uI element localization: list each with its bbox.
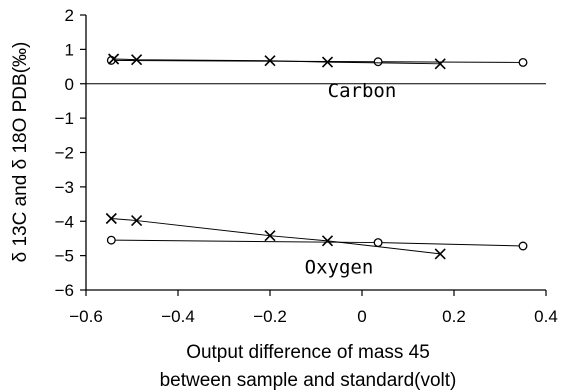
y-tick-label: −6 <box>55 281 74 300</box>
data-point-circle <box>373 57 383 67</box>
cross-stroke <box>321 56 334 68</box>
x-axis-title-line-1: Output difference of mass 45 <box>186 342 430 363</box>
data-point-cross <box>108 53 120 65</box>
data-point-circle <box>106 235 116 245</box>
x-tick-label: −0.4 <box>161 307 195 326</box>
tick-labels: 2 1 0 −1 −2 −3 −4 −5 −6 −0.6 −0.4 −0.2 0 0.2 0.4 <box>55 6 558 326</box>
series-oxygen-x <box>105 212 446 260</box>
data-point-cross <box>321 235 334 247</box>
series-carbon-x <box>108 53 446 70</box>
cross-stroke <box>321 235 334 247</box>
cross-stroke <box>131 214 143 227</box>
data-point-cross <box>434 58 446 70</box>
y-axis-title: δ 13C and δ 18O PDB(‰) <box>10 42 31 263</box>
axis-titles: Output difference of mass 45 between sam… <box>10 42 456 391</box>
x-tick-label: −0.6 <box>69 307 103 326</box>
data-point-circle <box>518 241 528 251</box>
y-tick-label: −4 <box>55 212 74 231</box>
cross-stroke <box>264 230 276 242</box>
data-point-cross <box>434 248 446 260</box>
series-line <box>111 239 524 247</box>
series-layer <box>105 53 528 260</box>
annotations: Carbon Oxygen <box>305 80 397 279</box>
annotation-carbon: Carbon <box>328 80 397 102</box>
x-tick-label: 0.2 <box>442 307 466 326</box>
y-tick-label: 1 <box>65 40 74 59</box>
annotation-oxygen: Oxygen <box>305 257 374 279</box>
data-point-cross <box>105 212 117 225</box>
y-tick-label: −1 <box>55 109 74 128</box>
cross-stroke <box>105 212 117 225</box>
x-axis-title-line-2: between sample and standard(volt) <box>160 370 457 391</box>
axes <box>80 14 547 296</box>
series-oxygen-circle <box>106 235 528 251</box>
cross-stroke <box>108 53 120 65</box>
y-tick-label: −3 <box>55 178 74 197</box>
y-tick-label: 2 <box>65 6 74 25</box>
data-point-cross <box>131 54 143 66</box>
series-line <box>111 218 441 255</box>
x-tick-label: 0 <box>357 307 366 326</box>
x-tick-label: −0.2 <box>253 307 287 326</box>
x-tick-label: 0.4 <box>534 307 558 326</box>
y-tick-label: 0 <box>65 75 74 94</box>
data-point-cross <box>131 214 143 227</box>
data-point-cross <box>264 230 276 242</box>
cross-stroke <box>434 58 446 70</box>
cross-stroke <box>264 55 276 67</box>
cross-stroke <box>434 248 446 260</box>
y-tick-label: −5 <box>55 247 74 266</box>
data-point-cross <box>321 56 334 68</box>
data-point-circle <box>373 238 383 248</box>
data-point-circle <box>518 57 528 67</box>
data-point-cross <box>264 55 276 67</box>
y-tick-label: −2 <box>55 144 74 163</box>
cross-stroke <box>131 54 143 66</box>
